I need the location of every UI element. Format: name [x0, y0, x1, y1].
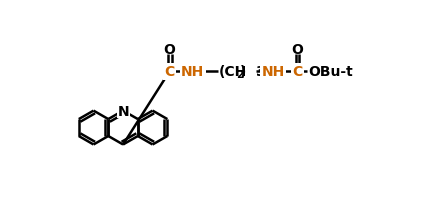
Text: OBu-t: OBu-t: [307, 65, 352, 79]
Text: C: C: [164, 65, 174, 79]
Text: O: O: [163, 43, 175, 57]
Text: (CH: (CH: [219, 65, 247, 79]
Text: )  3: ) 3: [240, 65, 265, 79]
Text: C: C: [292, 65, 302, 79]
Text: N: N: [117, 104, 129, 118]
Text: NH: NH: [261, 65, 284, 79]
Text: NH: NH: [181, 65, 204, 79]
Text: O: O: [291, 43, 303, 57]
Text: 2: 2: [236, 69, 243, 79]
